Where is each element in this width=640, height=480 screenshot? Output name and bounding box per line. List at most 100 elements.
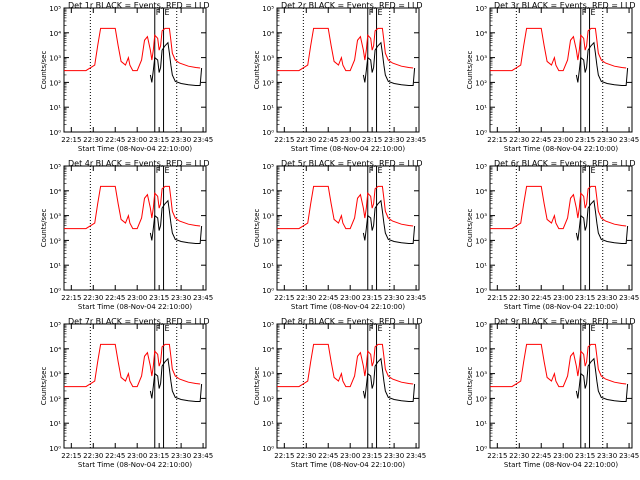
x-tick-label: 23:00 <box>553 452 573 460</box>
series-lld-line <box>277 343 414 388</box>
x-tick-label: 22:15 <box>274 136 294 144</box>
x-axis-label: Start Time (08-Nov-04 22:10:00) <box>78 303 192 311</box>
end-marker-label: E <box>591 166 596 175</box>
plot-frame <box>63 7 207 133</box>
y-tick-label: 10⁴ <box>475 30 487 38</box>
series-events-line <box>362 199 416 244</box>
panel-title: Det 8r BLACK = Events, RED = LLD <box>281 317 423 326</box>
x-tick-label: 23:00 <box>127 136 147 144</box>
y-tick-label: 10⁵ <box>49 321 61 329</box>
x-tick-label: 22:15 <box>487 294 507 302</box>
x-tick-label: 22:45 <box>105 452 125 460</box>
x-tick-label: 23:30 <box>171 136 191 144</box>
plot-frame <box>63 323 207 449</box>
x-tick-label: 23:45 <box>619 136 639 144</box>
x-tick-label: 23:30 <box>384 136 404 144</box>
panel-title: Det 4r BLACK = Events, RED = LLD <box>68 159 210 168</box>
y-tick-label: 10³ <box>262 55 274 63</box>
x-tick-label: 22:30 <box>83 136 103 144</box>
y-axis-label: Counts/sec <box>466 367 474 406</box>
flare-marker-label: F <box>156 8 161 17</box>
y-tick-label: 10⁰ <box>475 129 487 137</box>
y-tick-label: 10¹ <box>49 420 61 428</box>
x-tick-label: 23:15 <box>362 294 382 302</box>
y-tick-label: 10² <box>49 395 61 403</box>
end-marker-label: E <box>378 166 383 175</box>
series-lld-line <box>64 343 201 388</box>
x-axis-label: Start Time (08-Nov-04 22:10:00) <box>78 461 192 469</box>
y-tick-label: 10³ <box>49 371 61 379</box>
x-tick-label: 23:15 <box>362 452 382 460</box>
series-events-line <box>149 357 203 402</box>
panel-det-7: Det 7r BLACK = Events, RED = LLD 10⁰ 10¹ 10… <box>40 317 213 469</box>
x-tick-label: 23:30 <box>171 294 191 302</box>
x-tick-label: 22:30 <box>509 136 529 144</box>
x-tick-label: 23:15 <box>149 136 169 144</box>
x-axis-label: Start Time (08-Nov-04 22:10:00) <box>78 145 192 153</box>
flare-marker-label: F <box>369 8 374 17</box>
flare-marker-label: F <box>369 166 374 175</box>
x-tick-label: 23:45 <box>406 452 426 460</box>
x-tick-label: 23:30 <box>384 294 404 302</box>
x-tick-label: 22:15 <box>274 452 294 460</box>
y-tick-label: 10⁴ <box>475 346 487 354</box>
y-tick-label: 10⁴ <box>49 30 61 38</box>
x-tick-label: 23:00 <box>340 294 360 302</box>
x-tick-label: 23:45 <box>406 294 426 302</box>
y-tick-label: 10⁴ <box>49 188 61 196</box>
end-marker-label: E <box>591 324 596 333</box>
end-marker-label: E <box>378 324 383 333</box>
series-events-line <box>149 199 203 244</box>
x-tick-label: 23:45 <box>619 452 639 460</box>
flare-marker-label: F <box>369 324 374 333</box>
x-tick-label: 22:45 <box>105 294 125 302</box>
x-tick-label: 22:45 <box>531 136 551 144</box>
plot-frame <box>63 165 207 291</box>
x-tick-label: 23:00 <box>553 136 573 144</box>
y-axis-label: Counts/sec <box>466 51 474 90</box>
y-tick-label: 10¹ <box>262 420 274 428</box>
x-tick-label: 22:30 <box>296 294 316 302</box>
panel-title: Det 7r BLACK = Events, RED = LLD <box>68 317 210 326</box>
end-marker-label: E <box>165 324 170 333</box>
x-tick-label: 22:30 <box>509 452 529 460</box>
series-events-line <box>575 41 629 86</box>
end-marker-label: E <box>591 8 596 17</box>
x-tick-label: 22:15 <box>487 452 507 460</box>
y-axis-label: Counts/sec <box>40 367 48 406</box>
y-tick-label: 10⁵ <box>475 5 487 13</box>
x-tick-label: 23:45 <box>193 452 213 460</box>
y-axis-label: Counts/sec <box>40 51 48 90</box>
y-tick-label: 10² <box>475 79 487 87</box>
flare-marker-label: F <box>156 324 161 333</box>
x-tick-label: 23:45 <box>406 136 426 144</box>
y-tick-label: 10⁵ <box>475 321 487 329</box>
y-tick-label: 10² <box>49 237 61 245</box>
panel-title: Det 9r BLACK = Events, RED = LLD <box>494 317 636 326</box>
x-tick-label: 22:15 <box>274 294 294 302</box>
x-axis-label: Start Time (08-Nov-04 22:10:00) <box>291 145 405 153</box>
plot-frame <box>276 165 420 291</box>
y-axis-label: Counts/sec <box>253 51 261 90</box>
y-tick-label: 10¹ <box>49 104 61 112</box>
y-tick-label: 10² <box>475 237 487 245</box>
series-events-line <box>362 357 416 402</box>
plot-frame <box>489 323 633 449</box>
y-tick-label: 10⁴ <box>49 346 61 354</box>
x-tick-label: 23:30 <box>171 452 191 460</box>
x-tick-label: 22:45 <box>531 294 551 302</box>
panel-title: Det 1r BLACK = Events, RED = LLD <box>68 1 210 10</box>
y-tick-label: 10¹ <box>49 262 61 270</box>
y-tick-label: 10⁴ <box>262 346 274 354</box>
x-tick-label: 23:30 <box>384 452 404 460</box>
y-tick-label: 10⁵ <box>262 321 274 329</box>
y-tick-label: 10⁰ <box>49 287 61 295</box>
x-axis-label: Start Time (08-Nov-04 22:10:00) <box>291 303 405 311</box>
plot-frame <box>489 7 633 133</box>
series-events-line <box>575 357 629 402</box>
y-tick-label: 10⁵ <box>475 163 487 171</box>
y-tick-label: 10⁵ <box>262 163 274 171</box>
x-tick-label: 23:45 <box>193 136 213 144</box>
y-tick-label: 10¹ <box>475 262 487 270</box>
